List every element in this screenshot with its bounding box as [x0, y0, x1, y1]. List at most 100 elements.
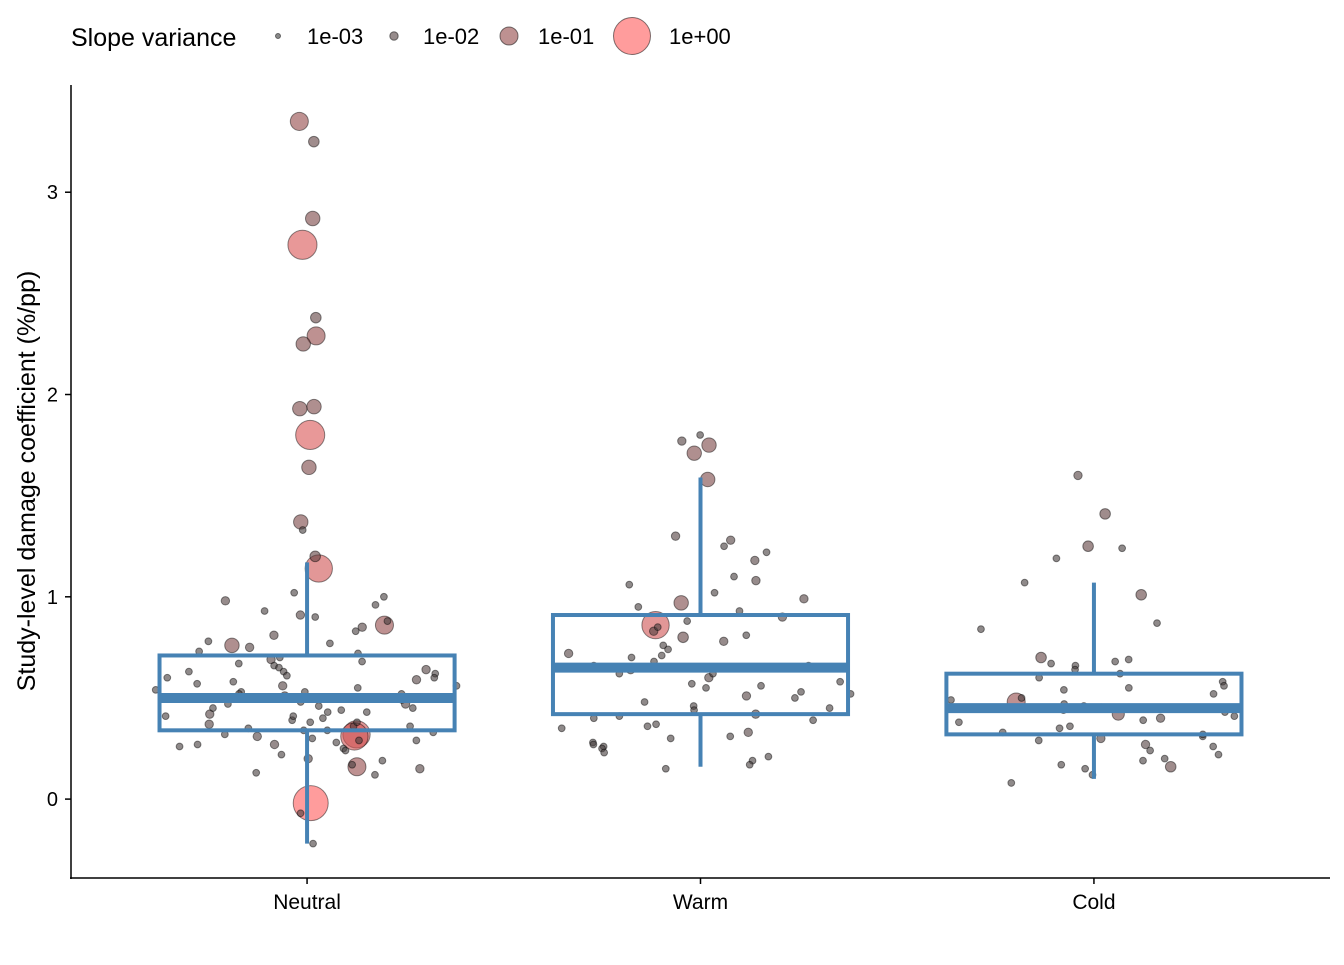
data-point	[702, 683, 710, 692]
data-point	[311, 613, 320, 621]
data-point	[323, 708, 332, 717]
data-point	[292, 400, 308, 417]
data-point	[670, 531, 681, 541]
data-point	[661, 764, 670, 773]
boxplots-layer	[157, 477, 1244, 844]
data-point	[287, 229, 318, 260]
data-point	[1066, 722, 1074, 731]
data-point	[341, 746, 350, 755]
data-point	[229, 677, 238, 686]
data-point	[337, 706, 346, 714]
data-point	[1059, 685, 1068, 694]
data-point	[683, 617, 692, 625]
data-point	[275, 663, 283, 672]
data-point	[1034, 736, 1043, 745]
data-point	[244, 642, 255, 653]
data-point	[1111, 657, 1120, 666]
data-point	[666, 734, 675, 743]
data-point	[799, 594, 809, 604]
data-point	[220, 596, 231, 606]
y-tick-label: 1	[47, 587, 58, 609]
data-point	[290, 588, 299, 597]
data-point	[351, 627, 360, 636]
data-point	[411, 675, 422, 685]
data-point	[640, 698, 649, 706]
y-tick-label: 3	[47, 182, 58, 204]
data-point	[348, 760, 357, 769]
data-point	[625, 580, 634, 589]
data-point	[1146, 746, 1155, 755]
legend-key-1e+00	[613, 17, 651, 55]
data-point	[378, 756, 387, 765]
data-point	[175, 742, 184, 751]
data-point	[332, 738, 341, 747]
data-point	[710, 588, 719, 597]
data-point	[306, 398, 322, 415]
data-point	[1153, 619, 1161, 628]
data-point	[224, 637, 240, 654]
data-point	[295, 336, 311, 352]
data-point	[743, 727, 753, 738]
data-point	[809, 716, 817, 725]
data-point	[163, 673, 172, 682]
data-point	[1017, 694, 1026, 702]
x-tick-label: Neutral	[273, 891, 341, 914]
data-point	[260, 607, 269, 615]
data-point	[269, 739, 280, 750]
data-point	[677, 631, 689, 644]
data-point	[557, 724, 566, 733]
data-point	[185, 667, 193, 676]
data-point	[825, 704, 834, 712]
data-point	[358, 657, 366, 666]
data-point	[1073, 470, 1083, 481]
data-point	[161, 712, 170, 721]
data-point	[353, 718, 361, 727]
legend-label-1e-02: 1e-02	[423, 24, 479, 49]
data-point	[696, 431, 705, 439]
data-point	[1099, 508, 1111, 520]
data-point	[1230, 712, 1239, 721]
data-point	[306, 718, 315, 727]
data-point	[309, 839, 317, 848]
data-point	[589, 740, 598, 749]
y-tick-label: 2	[47, 385, 58, 407]
data-point	[745, 760, 754, 769]
data-point	[1209, 690, 1218, 698]
boxplot-warm	[550, 477, 851, 767]
data-point	[295, 610, 306, 620]
data-point	[289, 712, 298, 721]
data-point	[764, 752, 773, 761]
data-point	[319, 714, 327, 723]
data-point	[412, 736, 421, 745]
data-point	[701, 437, 717, 453]
data-point	[278, 681, 288, 691]
data-point	[1155, 713, 1166, 723]
data-point	[1160, 754, 1169, 763]
legend-label-1e-03: 1e-03	[307, 24, 363, 49]
data-point	[277, 750, 286, 759]
data-point	[686, 445, 702, 461]
boxplot-neutral	[157, 562, 457, 844]
data-point	[836, 677, 845, 686]
data-point	[193, 679, 202, 688]
data-point	[1214, 750, 1223, 759]
data-point	[1118, 544, 1127, 553]
data-point	[252, 731, 262, 742]
data-point	[1140, 739, 1151, 750]
data-point	[205, 709, 215, 719]
data-point	[947, 696, 955, 704]
data-point	[252, 768, 261, 777]
data-point	[353, 683, 362, 692]
data-point	[757, 681, 765, 690]
data-point	[687, 679, 696, 688]
data-point	[730, 572, 738, 581]
data-point	[673, 595, 689, 611]
data-point	[1082, 540, 1094, 553]
y-axis-label: Study-level damage coefficient (%/pp)	[13, 271, 41, 692]
data-point	[383, 617, 392, 625]
data-point	[741, 691, 752, 701]
data-point	[309, 550, 321, 563]
x-tick-label: Warm	[673, 891, 728, 914]
data-point	[742, 631, 751, 640]
